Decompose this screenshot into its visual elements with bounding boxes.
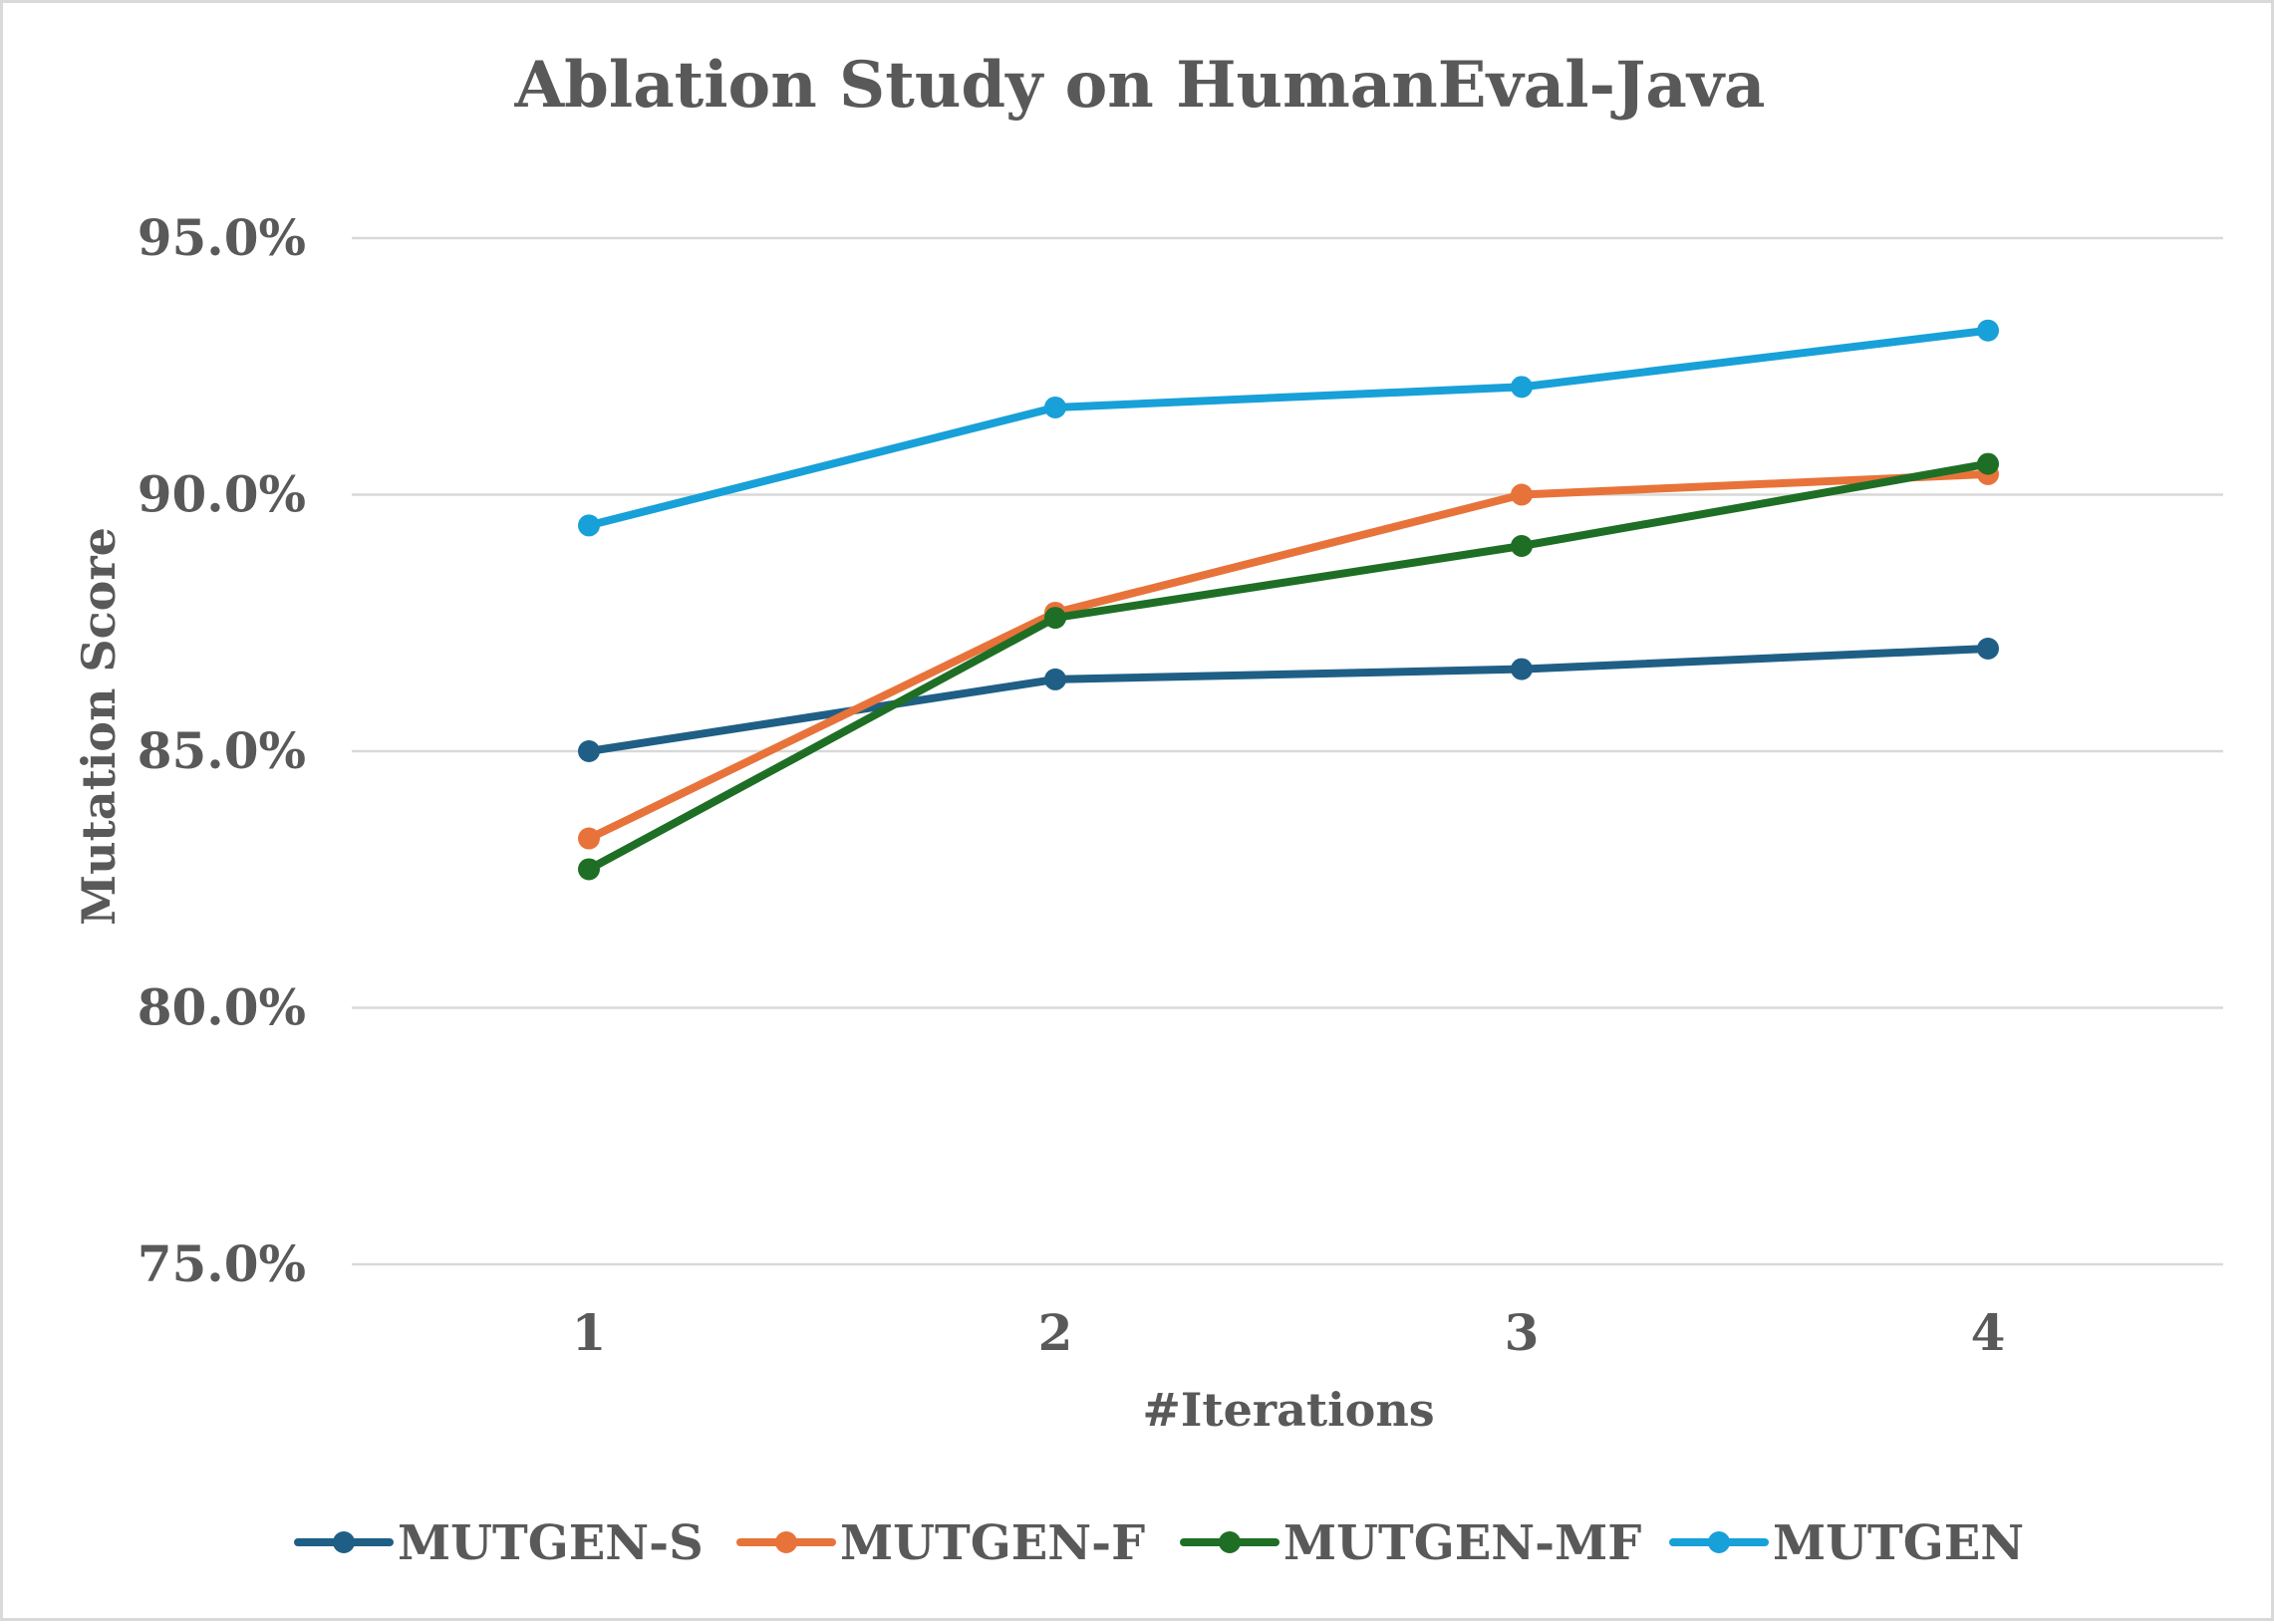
legend-label: MUTGEN: [1773, 1515, 2024, 1571]
series-mutgen-s: [578, 638, 1999, 762]
legend-item-mutgen-mf: MUTGEN-MF: [1180, 1515, 1641, 1571]
series-line-mutgen-f: [585, 469, 1992, 843]
series-lines: [578, 319, 1999, 881]
series-line-mutgen-s: [585, 645, 1992, 755]
legend-label: MUTGEN-MF: [1283, 1515, 1641, 1571]
y-tick-label: 85.0%: [138, 721, 306, 780]
x-axis-title: #Iterations: [1142, 1383, 1434, 1437]
legend-label: MUTGEN-S: [398, 1515, 704, 1571]
data-point-mutgen: [578, 514, 600, 537]
y-tick-label: 75.0%: [138, 1234, 306, 1293]
line-chart: Ablation Study on HumanEval-Java 75.0% 80…: [72, 48, 2223, 1571]
data-point-mutgen-mf: [1511, 535, 1533, 557]
data-point-mutgen-s: [1977, 638, 1999, 660]
legend-marker: [1708, 1531, 1730, 1553]
chart-title: Ablation Study on HumanEval-Java: [513, 48, 1765, 123]
series-mutgen: [578, 319, 1999, 537]
data-point-mutgen-mf: [1977, 452, 1999, 475]
x-tick-label: 3: [1505, 1303, 1540, 1362]
gridlines: [352, 236, 2223, 1266]
legend: MUTGEN-S MUTGEN-F MUTGEN-MF MUTGEN: [294, 1515, 2024, 1571]
series-line-mutgen-mf: [585, 459, 1992, 874]
data-point-mutgen: [1511, 376, 1533, 399]
data-point-mutgen-mf: [1044, 607, 1066, 630]
data-point-mutgen: [1044, 396, 1066, 418]
data-point-mutgen: [1977, 319, 1999, 342]
y-tick-label: 80.0%: [138, 978, 306, 1037]
x-tick-label: 4: [1971, 1303, 2006, 1362]
y-tick-label: 95.0%: [138, 208, 306, 267]
data-point-mutgen-mf: [578, 858, 600, 881]
legend-marker: [1219, 1531, 1241, 1553]
x-tick-label: 2: [1038, 1303, 1073, 1362]
data-point-mutgen-s: [1044, 668, 1066, 690]
y-tick-labels: 75.0% 80.0% 85.0% 90.0% 95.0%: [138, 208, 306, 1293]
legend-marker: [775, 1531, 797, 1553]
series-line-mutgen: [585, 326, 1992, 530]
data-point-mutgen-s: [578, 740, 600, 762]
series-mutgen-mf: [578, 452, 1999, 881]
data-point-mutgen-f: [1511, 483, 1533, 506]
y-axis-title: Mutation Score: [72, 527, 126, 926]
legend-item-mutgen: MUTGEN: [1669, 1515, 2024, 1571]
x-tick-label: 1: [572, 1303, 607, 1362]
legend-item-mutgen-f: MUTGEN-F: [736, 1515, 1145, 1571]
data-point-mutgen-s: [1511, 658, 1533, 680]
data-point-mutgen-f: [578, 827, 600, 850]
y-tick-label: 90.0%: [138, 465, 306, 524]
legend-label: MUTGEN-F: [840, 1515, 1145, 1571]
legend-item-mutgen-s: MUTGEN-S: [294, 1515, 704, 1571]
legend-marker: [333, 1531, 355, 1553]
x-tick-labels: 1 2 3 4: [572, 1303, 2006, 1362]
